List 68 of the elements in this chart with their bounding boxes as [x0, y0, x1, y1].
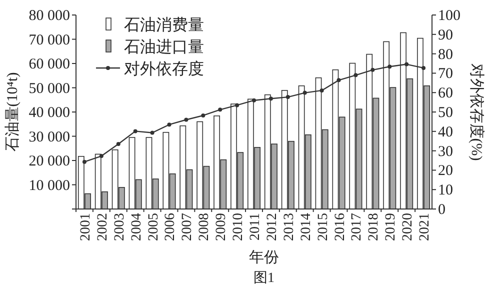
point [320, 88, 324, 92]
x-tick-label: 2002 [95, 213, 110, 241]
y2-tick-label: 60 [438, 86, 453, 102]
y2-tick-label: 0 [438, 202, 446, 218]
x-tick-label: 2009 [214, 213, 230, 241]
y2-tick-label: 80 [438, 46, 453, 63]
y2-tick-label: 30 [438, 144, 453, 160]
y-tick-label: 50 000 [28, 80, 70, 97]
y2-tick-label: 90 [438, 27, 453, 44]
point [404, 62, 409, 66]
y2-axis-title: 对外依存度(%) [468, 63, 485, 161]
x-tick-label: 2014 [298, 213, 314, 241]
x-tick-label: 2010 [231, 213, 246, 241]
x-tick-label: 2001 [78, 213, 94, 241]
point [370, 68, 375, 72]
x-tick-label: 2021 [418, 213, 433, 241]
x-tick-label: 2011 [248, 213, 263, 240]
y-tick-label: 80 000 [28, 8, 70, 24]
y2-tick-label: 20 [438, 163, 453, 180]
x-tick-label: 2007 [180, 213, 196, 241]
point [82, 160, 86, 164]
point [354, 73, 358, 78]
y2-tick-label: 100 [438, 8, 460, 24]
point [235, 103, 240, 108]
x-tick-label: 2015 [316, 213, 331, 241]
point [218, 108, 222, 112]
x-tick-label: 2005 [146, 213, 162, 241]
x-tick-label: 2003 [112, 213, 128, 241]
point [252, 98, 256, 102]
y-tick-label: 70 000 [28, 32, 70, 48]
point [133, 129, 138, 134]
y-tick-label: 20 000 [28, 154, 70, 170]
point [268, 96, 273, 101]
x-tick-label: 2004 [129, 213, 144, 241]
x-tick-label: 2006 [163, 213, 178, 241]
x-tick-label: 2020 [400, 213, 416, 241]
point [302, 90, 307, 95]
y-tick-label: 60 000 [28, 56, 70, 72]
x-tick-label: 2019 [384, 213, 399, 241]
legend-label: 石油消费量 [124, 16, 204, 34]
point [422, 66, 426, 70]
x-axis-title: 年份 [249, 249, 279, 266]
y2-tick-label: 40 [438, 124, 453, 140]
x-tick-label: 2018 [366, 213, 382, 241]
x-tick-label: 2016 [332, 213, 348, 241]
y2-tick-label: 70 [438, 66, 453, 82]
y2-tick-label: 50 [438, 105, 453, 121]
x-tick-label: 2017 [350, 213, 365, 241]
point [167, 122, 172, 127]
legend-label: 对外依存度 [124, 60, 204, 78]
point [184, 118, 188, 122]
point [116, 142, 120, 146]
y-tick-label: 40 000 [28, 105, 70, 121]
y2-tick-label: 10 [438, 182, 453, 199]
point [201, 113, 206, 118]
point [336, 78, 341, 82]
caption: 图1 [254, 271, 274, 286]
point [286, 95, 290, 100]
y-axis-title: 石油量(10⁴t) [4, 72, 21, 152]
legend-label: 石油进口量 [124, 38, 204, 56]
x-tick-label: 2013 [282, 213, 297, 241]
y-tick-label: 10 000 [28, 178, 70, 194]
y-tick-label: 30 000 [28, 129, 70, 146]
point [99, 154, 104, 158]
x-tick-label: 2012 [264, 213, 280, 241]
point [388, 64, 392, 69]
x-tick-label: 2008 [197, 213, 212, 241]
point [150, 130, 154, 135]
